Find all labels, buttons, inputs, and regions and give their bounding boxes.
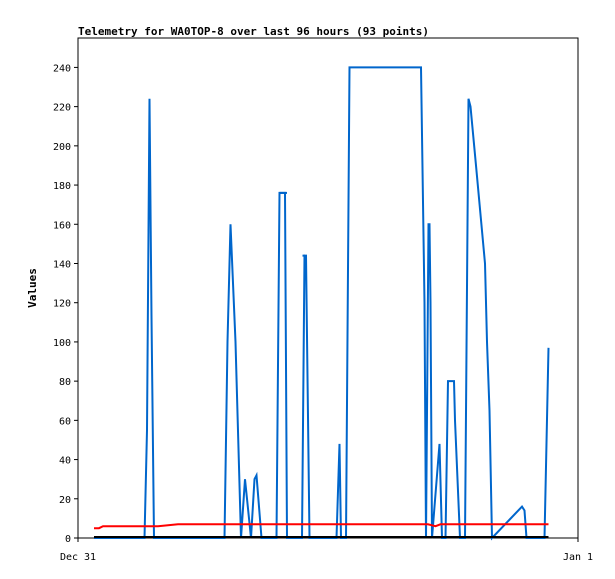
x-tick-label: Jan 1 [563, 552, 593, 563]
y-axis: 0 20 40 60 80 100 120 140 160 180 200 220 240 [53, 63, 78, 545]
y-tick-label: 60 [59, 416, 71, 427]
series-layer [94, 66, 550, 541]
y-tick-label: 180 [53, 181, 71, 192]
x-tick-label: Dec 31 [60, 552, 96, 563]
y-tick-label: 220 [53, 103, 71, 114]
series-line-2 [94, 523, 549, 530]
y-tick-label: 20 [59, 495, 71, 506]
y-tick-label: 240 [53, 63, 71, 74]
y-axis-title: Values [26, 268, 39, 308]
y-tick-label: 200 [53, 142, 71, 153]
y-tick-label: 120 [53, 299, 71, 310]
y-tick-label: 80 [59, 377, 71, 388]
y-tick-label: 100 [53, 338, 71, 349]
y-tick-label: 140 [53, 259, 71, 270]
chart-title: Telemetry for WA0TOP-8 over last 96 hour… [78, 25, 429, 38]
plot-frame [77, 37, 579, 539]
y-tick-label: 0 [65, 534, 71, 545]
y-tick-label: 40 [59, 456, 71, 467]
x-axis: Dec 31 Jan 1 [60, 538, 593, 563]
y-tick-label: 160 [53, 220, 71, 231]
series-line-1 [94, 66, 550, 541]
